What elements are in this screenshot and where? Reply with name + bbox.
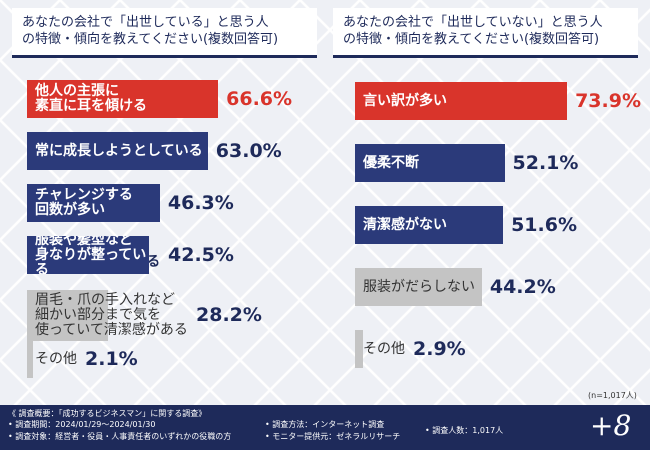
value-label: 52.1% xyxy=(512,152,579,174)
category-label: その他 xyxy=(355,330,364,368)
value-label: 51.6% xyxy=(511,214,577,236)
category-label: 清潔感がない xyxy=(363,216,447,233)
value-label: 44.2% xyxy=(489,276,556,298)
category-label: 他人の主張に 素直に耳を傾ける xyxy=(35,83,147,114)
value-label: 42.5% xyxy=(168,244,234,266)
category-label: 優柔不断 xyxy=(363,154,419,171)
bar: その他 xyxy=(355,330,364,368)
bar: 他人の主張に 素直に耳を傾ける xyxy=(27,80,219,118)
bar: 常に成長しようとしている xyxy=(27,132,208,170)
category-label: 言い訳が多い xyxy=(363,92,447,109)
value-label: 2.1% xyxy=(85,348,138,370)
category-label: その他 xyxy=(35,350,77,367)
footer-item: • 調査人数：1,017人 xyxy=(425,426,504,435)
footer-item: • 調査期間：2024/01/29～2024/01/30 xyxy=(8,420,156,429)
logo: +8 xyxy=(590,409,632,442)
bar: 優柔不断 xyxy=(355,144,505,182)
category-label: 常に成長しようとしている xyxy=(35,142,203,159)
chart-title: あなたの会社で「出世している」と思う人 の特徴・傾向を教えてください(複数回答可… xyxy=(12,8,317,58)
category-label: 眉毛・爪の手入れなど 細かい部分まで気を 使っていて清潔感がある xyxy=(35,291,108,338)
category-label: 服装や髪型など 身なりが整っている xyxy=(35,236,147,274)
bar: 服装がだらしない xyxy=(355,268,482,306)
footer: 《 調査概要：「成功するビジネスマン」に関する調査》 • 調査期間：2024/0… xyxy=(0,405,650,450)
sample-note: (n=1,017人) xyxy=(588,391,637,400)
value-label: 73.9% xyxy=(575,90,641,112)
bar: 服装や髪型など 身なりが整っている xyxy=(27,236,149,274)
footer-item: • 調査方法：インターネット調査 xyxy=(265,420,385,429)
bar: 清潔感がない xyxy=(355,206,504,244)
value-label: 2.9% xyxy=(413,338,466,360)
category-label: チャレンジする 回数が多い xyxy=(35,187,133,218)
bar: チャレンジする 回数が多い xyxy=(27,184,160,222)
category-label: 服装がだらしない xyxy=(363,278,475,295)
value-label: 66.6% xyxy=(226,88,293,110)
footer-heading: 《 調査概要：「成功するビジネスマン」に関する調査》 xyxy=(8,409,207,418)
bar: 言い訳が多い xyxy=(355,82,568,120)
bar: その他 xyxy=(27,340,34,378)
chart-title: あなたの会社で「出世していない」と思う人 の特徴・傾向を教えてください(複数回答… xyxy=(333,8,638,58)
value-label: 63.0% xyxy=(215,140,282,162)
value-label: 28.2% xyxy=(196,304,262,326)
bar: 眉毛・爪の手入れなど 細かい部分まで気を 使っていて清潔感がある xyxy=(27,289,108,341)
footer-item: • モニター提供元：ゼネラルリサーチ xyxy=(265,432,401,441)
category-label: その他 xyxy=(363,340,405,357)
category-label: その他 xyxy=(27,340,33,378)
value-label: 46.3% xyxy=(167,192,234,214)
footer-item: • 調査対象：経営者・役員・人事責任者のいずれかの役職の方 xyxy=(8,432,232,441)
